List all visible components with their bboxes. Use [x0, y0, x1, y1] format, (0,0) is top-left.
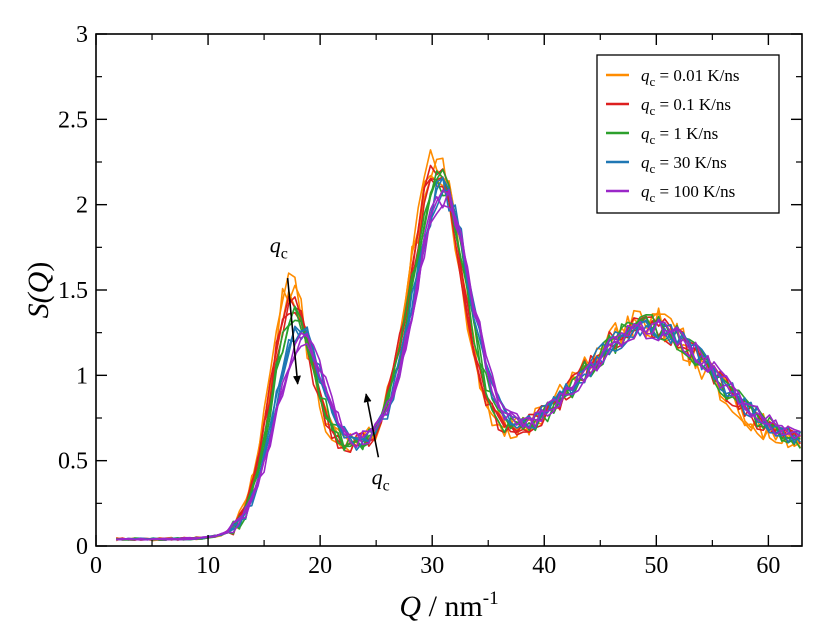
y-axis-title: S(Q) — [22, 262, 55, 319]
annotation-label: qc — [270, 232, 288, 262]
y-axis-symbol: Q — [22, 271, 55, 293]
y-tick-label: 2.5 — [58, 107, 88, 133]
x-tick-label: 20 — [308, 553, 332, 579]
series-line-4-replica-2 — [116, 189, 801, 541]
legend-subscript: c — [650, 103, 656, 118]
legend-entry-text: = 0.1 K/ns — [655, 95, 731, 114]
x-tick-label: 10 — [196, 553, 220, 579]
legend-label: qc = 0.1 K/ns — [641, 95, 731, 118]
x-tick-label: 60 — [756, 553, 780, 579]
legend-symbol: q — [641, 124, 650, 143]
y-axis-prefix: S( — [22, 291, 55, 318]
annotation-subscript: c — [281, 245, 288, 262]
series-layer — [115, 149, 802, 542]
annotation-symbol: q — [372, 465, 383, 490]
series-line-4-replica-1 — [116, 204, 801, 541]
legend-entry-text: = 100 K/ns — [655, 182, 735, 201]
legend-subscript: c — [650, 190, 656, 205]
y-tick-label: 3 — [76, 22, 88, 48]
legend-entry-text: = 1 K/ns — [655, 124, 718, 143]
annotation-arrow — [286, 277, 301, 385]
x-tick-label: 40 — [532, 553, 556, 579]
y-tick-label: 2 — [76, 193, 88, 219]
y-tick-label: 1.5 — [58, 278, 88, 304]
y-axis-suffix: ) — [22, 262, 55, 272]
tick-labels: 0 10 20 30 40 50 60 0 0.5 1 1.5 2 2.5 3 — [58, 22, 780, 579]
legend-symbol: q — [641, 66, 650, 85]
axis-ticks — [95, 33, 802, 547]
y-tick-label: 1 — [76, 363, 88, 389]
legend-symbol: q — [641, 153, 650, 172]
legend-label: qc = 0.01 K/ns — [641, 66, 739, 89]
y-tick-label: 0.5 — [58, 449, 88, 475]
annotation-subscript: c — [383, 478, 390, 495]
x-tick-label: 0 — [90, 553, 102, 579]
legend-subscript: c — [650, 161, 656, 176]
legend-label: qc = 1 K/ns — [641, 124, 718, 147]
annotation-arrow — [363, 393, 380, 458]
x-axis-symbol: Q — [399, 590, 421, 623]
x-tick-label: 50 — [644, 553, 668, 579]
legend-label: qc = 100 K/ns — [641, 182, 735, 205]
y-tick-label: 0 — [76, 534, 88, 560]
annotation-symbol: q — [270, 232, 281, 257]
legend-symbol: q — [641, 95, 650, 114]
x-axis-unit: / nm — [421, 590, 483, 623]
legend-entry-text: = 0.01 K/ns — [655, 66, 739, 85]
x-tick-label: 30 — [420, 553, 444, 579]
legend-label: qc = 30 K/ns — [641, 153, 727, 176]
annotation-label: qc — [372, 465, 390, 495]
x-axis-title: Q / nm-1 — [399, 588, 498, 623]
legend-subscript: c — [650, 74, 656, 89]
legend-symbol: q — [641, 182, 650, 201]
x-axis-exponent: -1 — [483, 588, 499, 609]
legend-subscript: c — [650, 132, 656, 147]
legend-entry-text: = 30 K/ns — [655, 153, 726, 172]
